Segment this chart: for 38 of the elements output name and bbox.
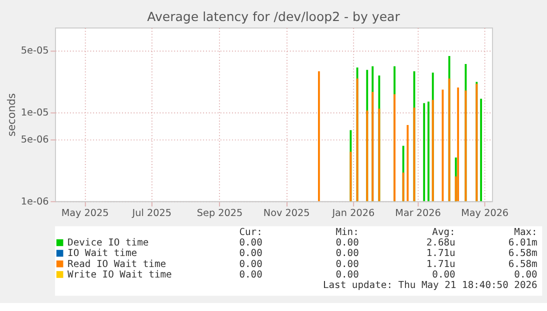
legend-label: Write IO Wait time	[68, 269, 172, 280]
text: 0.00	[336, 258, 360, 270]
text: 0.00	[239, 258, 263, 270]
x-tick-label: Mar 2026	[395, 208, 441, 220]
text: 0.00	[239, 238, 263, 249]
legend-label: Device IO time	[68, 238, 149, 249]
y-tick-label: 5e-05	[20, 46, 49, 57]
legend-label: IO Wait time	[68, 248, 138, 260]
legend-label: Read IO Wait time	[68, 258, 166, 270]
x-tick-label: Jan 2026	[331, 208, 375, 220]
text: 6.01m	[508, 238, 538, 249]
x-tick-label: Nov 2025	[263, 208, 310, 220]
text: Max:	[514, 226, 538, 238]
text: 0.00	[336, 269, 360, 280]
x-tick-label: Sep 2025	[196, 208, 243, 220]
y-tick-label: 1e-05	[20, 108, 49, 119]
x-tick-label: May 2025	[61, 208, 109, 220]
text: 1.71u	[426, 258, 456, 270]
x-tick-label: Jul 2025	[131, 208, 172, 220]
text: 1.71u	[426, 248, 456, 260]
text: 6.58m	[508, 258, 538, 270]
y-axis-title: seconds	[5, 92, 18, 137]
chart-title: Average latency for /dev/loop2 - by year	[147, 8, 401, 24]
y-tick-label: 1e-06	[20, 196, 49, 208]
text: 2.68u	[426, 238, 456, 249]
text: 0.00	[239, 269, 263, 280]
text: 6.58m	[508, 248, 538, 260]
x-tick-label: May 2026	[461, 208, 509, 220]
text: Last update: Thu May 21 18:40:50 2026	[322, 280, 538, 292]
text: 0.00	[239, 248, 263, 260]
text: Min:	[336, 226, 359, 238]
text: 0.00	[336, 238, 360, 249]
text: 0.00	[432, 269, 456, 280]
y-tick-label: 5e-06	[20, 134, 49, 146]
text: Avg:	[432, 226, 456, 238]
text: 0.00	[514, 269, 538, 280]
text: Cur:	[239, 226, 262, 238]
text: 0.00	[336, 248, 360, 260]
